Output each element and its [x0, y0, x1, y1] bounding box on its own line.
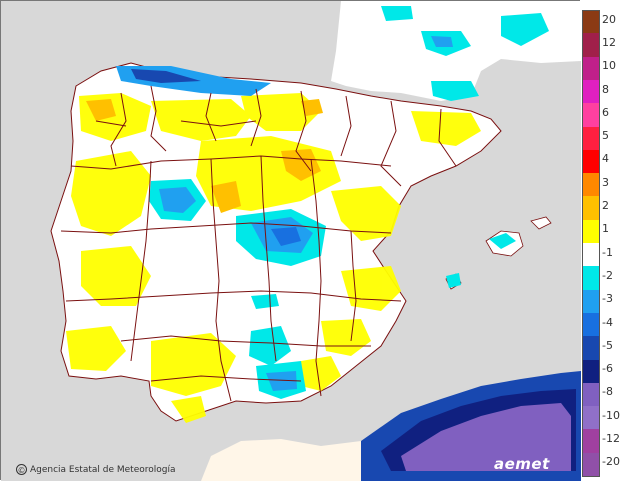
legend-swatch — [582, 289, 600, 314]
color-legend: 20 12 10 8 6 5 4 3 2 1 -1 -2 -3 -4 -5 -6 -8 -10 -12 -20 — [582, 10, 630, 477]
legend-label: 12 — [602, 35, 616, 49]
agency-credit: Agencia Estatal de Meteorología — [30, 465, 176, 475]
legend-label: 3 — [602, 175, 609, 189]
legend-label: 10 — [602, 59, 616, 73]
legend-swatch — [582, 266, 600, 291]
legend-swatch — [582, 429, 600, 454]
legend-label: -1 — [602, 245, 613, 259]
legend-swatch — [582, 359, 600, 384]
legend-swatch — [582, 79, 600, 104]
legend-swatch — [582, 149, 600, 174]
legend-swatch — [582, 336, 600, 361]
legend-label: 2 — [602, 199, 609, 213]
legend-label: -2 — [602, 268, 613, 282]
strong-positive-anomaly-areas — [86, 99, 323, 213]
legend-label: -10 — [602, 408, 620, 422]
legend-swatch — [582, 312, 600, 337]
aemet-logo: aemet — [494, 455, 550, 473]
legend-label: -20 — [602, 455, 620, 469]
legend-label: 20 — [602, 12, 616, 26]
legend-swatch — [582, 103, 600, 128]
legend-label: -5 — [602, 338, 613, 352]
legend-label: -4 — [602, 315, 613, 329]
legend-swatch — [582, 196, 600, 221]
legend-swatch — [582, 452, 600, 477]
legend-swatch — [582, 243, 600, 267]
legend-swatch — [582, 382, 600, 407]
map-frame — [0, 0, 581, 481]
legend-label: 4 — [602, 152, 609, 166]
legend-label: -12 — [602, 432, 620, 446]
legend-swatch — [582, 33, 600, 58]
legend-swatch — [582, 173, 600, 198]
menorca-island — [530, 216, 552, 230]
legend-label: -3 — [602, 292, 613, 306]
regional-borders — [60, 85, 457, 402]
legend-label: 1 — [602, 222, 609, 236]
legend-label: 6 — [602, 105, 609, 119]
legend-label: 5 — [602, 129, 609, 143]
legend-swatch — [582, 56, 600, 81]
copyright-icon: © — [16, 464, 27, 475]
legend-swatch — [582, 126, 600, 151]
legend-label: 8 — [602, 82, 609, 96]
legend-label: -6 — [602, 362, 613, 376]
anomaly-map — [1, 1, 581, 481]
legend-label: -8 — [602, 385, 613, 399]
legend-swatch — [582, 10, 600, 34]
legend-swatch — [582, 219, 600, 244]
deep-negative-anomaly-areas — [361, 371, 581, 481]
legend-swatch — [582, 406, 600, 431]
